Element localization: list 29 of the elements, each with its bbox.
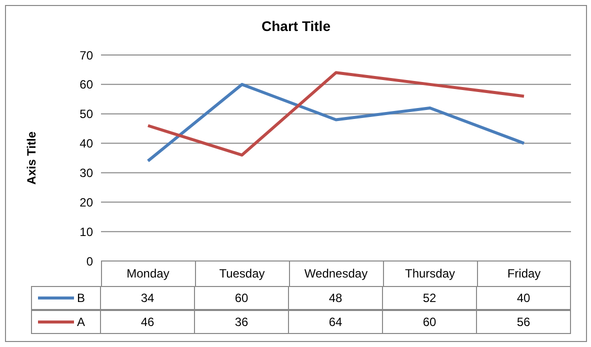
x-tick-label: Tuesday <box>219 266 265 281</box>
line-series <box>146 71 526 157</box>
data-label: 46 <box>101 310 195 334</box>
x-tick-label: Monday <box>126 266 170 281</box>
line-series <box>146 82 526 162</box>
x-tick-label: Wednesday <box>304 266 368 281</box>
x-tick-label: Thursday <box>404 266 456 281</box>
data-label: 60 <box>383 310 477 334</box>
data-label: 56 <box>477 310 571 334</box>
y-tick-label: 20 <box>80 195 94 210</box>
data-label: 60 <box>195 286 289 310</box>
y-tick-label: 50 <box>80 107 94 122</box>
y-tick-label: 70 <box>80 48 94 62</box>
x-tick-label: Friday <box>507 266 541 281</box>
data-label: 34 <box>101 286 195 310</box>
y-tick-label: 60 <box>80 78 94 92</box>
data-label: 36 <box>195 310 289 334</box>
y-axis-title: Axis Title <box>24 131 38 185</box>
y-tick-label: 30 <box>80 166 94 180</box>
data-label: 40 <box>477 286 571 310</box>
legend-label: A <box>77 315 86 329</box>
y-tick-label: 10 <box>80 224 94 239</box>
data-label: 48 <box>289 286 383 310</box>
y-tick-label: 0 <box>86 254 94 268</box>
legend-label: B <box>77 291 86 305</box>
chart-title: Chart Title <box>260 18 332 34</box>
y-tick-label: 40 <box>80 136 94 151</box>
data-label: 64 <box>289 310 383 334</box>
data-label: 52 <box>383 286 477 310</box>
